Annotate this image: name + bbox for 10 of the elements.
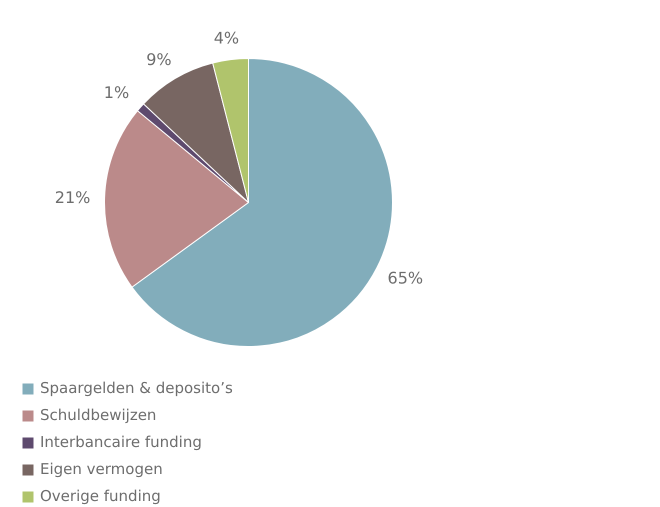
data-label: 1%: [104, 83, 130, 102]
data-label: 21%: [54, 188, 90, 207]
legend-label: Interbancaire funding: [40, 433, 202, 451]
data-label: 9%: [146, 50, 172, 70]
data-label: 4%: [214, 28, 240, 48]
data-label: 65%: [388, 268, 424, 288]
legend-label: Eigen vermogen: [40, 460, 163, 478]
legend-label: Overige funding: [40, 487, 161, 505]
legend-label: Schuldbewijzen: [40, 406, 156, 424]
legend-label: Spaargelden & deposito’s: [40, 379, 233, 397]
